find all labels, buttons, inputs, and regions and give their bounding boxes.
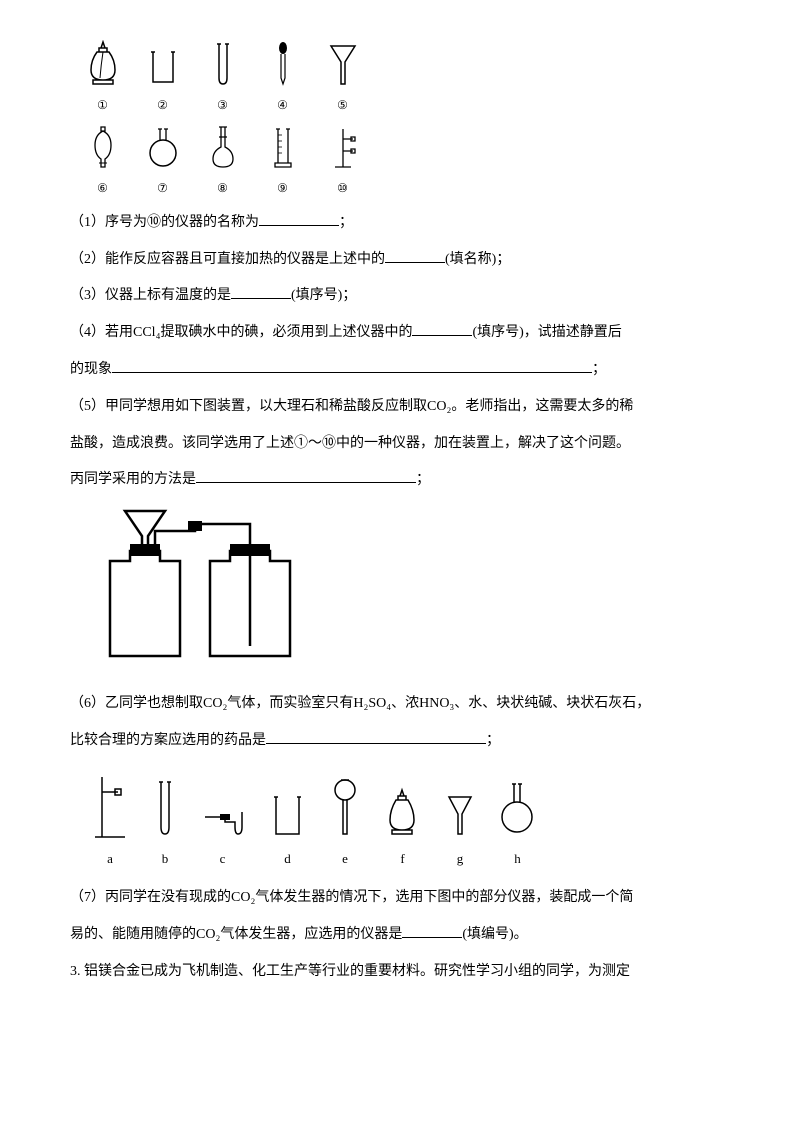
q5c-post: ； [416, 472, 430, 487]
apparatus-label: ⑤ [337, 92, 348, 118]
question-5c: 丙同学采用的方法是 ； [70, 465, 724, 496]
iron-stand-icon [323, 123, 363, 173]
apparatus-label: ③ [217, 92, 228, 118]
equip-d: d [270, 772, 305, 874]
equip-f: f [385, 772, 420, 874]
apparatus-1: ① [80, 40, 125, 118]
q4-end: ； [592, 362, 606, 377]
q2-text: （2）能作反应容器且可直接加热的仪器是上述中的 [70, 252, 385, 267]
q4-post: (填序号)，试描述静置后 [472, 325, 621, 340]
blank [412, 322, 472, 336]
q3-post: (填序号)； [291, 288, 356, 303]
equip-label: f [400, 845, 404, 874]
apparatus-8: ⑧ [200, 123, 245, 201]
q7b-text: 易的、能随用随停的CO₂气体发生器，应选用的仪器是 [70, 927, 402, 942]
alcohol-lamp-icon [385, 772, 420, 842]
question-1: （1）序号为⑩的仪器的名称为 ； [70, 208, 724, 239]
beaker-icon [143, 40, 183, 90]
question-2: （2）能作反应容器且可直接加热的仪器是上述中的 (填名称)； [70, 245, 724, 276]
equip-label: a [107, 845, 113, 874]
q6b-text: 比较合理的方案应选用的药品是 [70, 733, 266, 748]
apparatus-label: ⑦ [157, 175, 168, 201]
question-6b: 比较合理的方案应选用的药品是 ； [70, 726, 724, 757]
question-6a: （6）乙同学也想制取CO₂气体，而实验室只有H₂SO₄、浓HNO₃、水、块状纯碱… [70, 689, 724, 720]
apparatus-3: ③ [200, 40, 245, 118]
round-flask-icon [143, 123, 183, 173]
q4b-text: 的现象 [70, 362, 112, 377]
question-7a: （7）丙同学在没有现成的CO₂气体发生器的情况下，选用下图中的部分仪器，装配成一… [70, 883, 724, 914]
question-4b: 的现象 ； [70, 355, 724, 386]
equip-label: e [342, 845, 348, 874]
equip-a: a [90, 772, 130, 874]
gas-collection-figure [90, 506, 724, 679]
blank [385, 249, 445, 263]
volumetric-flask-icon [203, 123, 243, 173]
dropper-icon [263, 40, 303, 90]
equip-label: h [514, 845, 521, 874]
test-tube-icon [203, 40, 243, 90]
blank [112, 359, 592, 373]
test-tube-icon [155, 772, 175, 842]
thistle-funnel-icon [330, 772, 360, 842]
apparatus-6: ⑥ [80, 123, 125, 201]
equip-label: b [162, 845, 169, 874]
apparatus-label: ④ [277, 92, 288, 118]
funnel-icon [323, 40, 363, 90]
apparatus-4: ④ [260, 40, 305, 118]
q1-post: ； [339, 215, 353, 230]
equip-c: c [200, 772, 245, 874]
funnel-icon [445, 772, 475, 842]
apparatus-row-1: ① ② ③ ④ ⑤ [80, 40, 724, 118]
apparatus-10: ⑩ [320, 123, 365, 201]
question-5b: 盐酸，造成浪费。该同学选用了上述①～⑩中的一种仪器，加在装置上，解决了这个问题。 [70, 429, 724, 460]
apparatus-label: ⑧ [217, 175, 228, 201]
q5c-text: 丙同学采用的方法是 [70, 472, 196, 487]
q2-post: (填名称)； [445, 252, 510, 267]
graduated-cylinder-icon [263, 123, 303, 173]
apparatus-label: ⑩ [337, 175, 348, 201]
equipment-row: a b c d e f g [90, 772, 724, 874]
apparatus-2: ② [140, 40, 185, 118]
bottles-icon [90, 506, 310, 666]
q6b-post: ； [486, 733, 500, 748]
round-flask-icon [500, 772, 535, 842]
apparatus-row-2: ⑥ ⑦ ⑧ ⑨ ⑩ [80, 123, 724, 201]
equip-b: b [155, 772, 175, 874]
separating-funnel-icon [83, 123, 123, 173]
q1-text: （1）序号为⑩的仪器的名称为 [70, 215, 259, 230]
blank [259, 212, 339, 226]
equip-g: g [445, 772, 475, 874]
apparatus-label: ⑥ [97, 175, 108, 201]
equip-e: e [330, 772, 360, 874]
q7b-post: (填编号)。 [462, 927, 527, 942]
apparatus-label: ⑨ [277, 175, 288, 201]
equip-h: h [500, 772, 535, 874]
question-7b: 易的、能随用随停的CO₂气体发生器，应选用的仪器是 (填编号)。 [70, 920, 724, 951]
apparatus-7: ⑦ [140, 123, 185, 201]
blank [231, 285, 291, 299]
blank [196, 469, 416, 483]
q3-text: （3）仪器上标有温度的是 [70, 288, 231, 303]
apparatus-label: ② [157, 92, 168, 118]
apparatus-5: ⑤ [320, 40, 365, 118]
apparatus-9: ⑨ [260, 123, 305, 201]
blank [266, 730, 486, 744]
blank [402, 924, 462, 938]
equip-label: c [220, 845, 226, 874]
tube-with-stopper-icon [200, 772, 245, 842]
stand-icon [90, 772, 130, 842]
equip-label: g [457, 845, 464, 874]
question-5a: （5）甲同学想用如下图装置，以大理石和稀盐酸反应制取CO₂。老师指出，这需要太多… [70, 392, 724, 423]
alcohol-lamp-icon [83, 40, 123, 90]
beaker-icon [270, 772, 305, 842]
question-8: 3. 铝镁合金已成为飞机制造、化工生产等行业的重要材料。研究性学习小组的同学，为… [70, 957, 724, 988]
apparatus-label: ① [97, 92, 108, 118]
q4-text: （4）若用CCl₄提取碘水中的碘，必须用到上述仪器中的 [70, 325, 412, 340]
equip-label: d [284, 845, 291, 874]
question-3: （3）仪器上标有温度的是 (填序号)； [70, 281, 724, 312]
question-4: （4）若用CCl₄提取碘水中的碘，必须用到上述仪器中的 (填序号)，试描述静置后 [70, 318, 724, 349]
